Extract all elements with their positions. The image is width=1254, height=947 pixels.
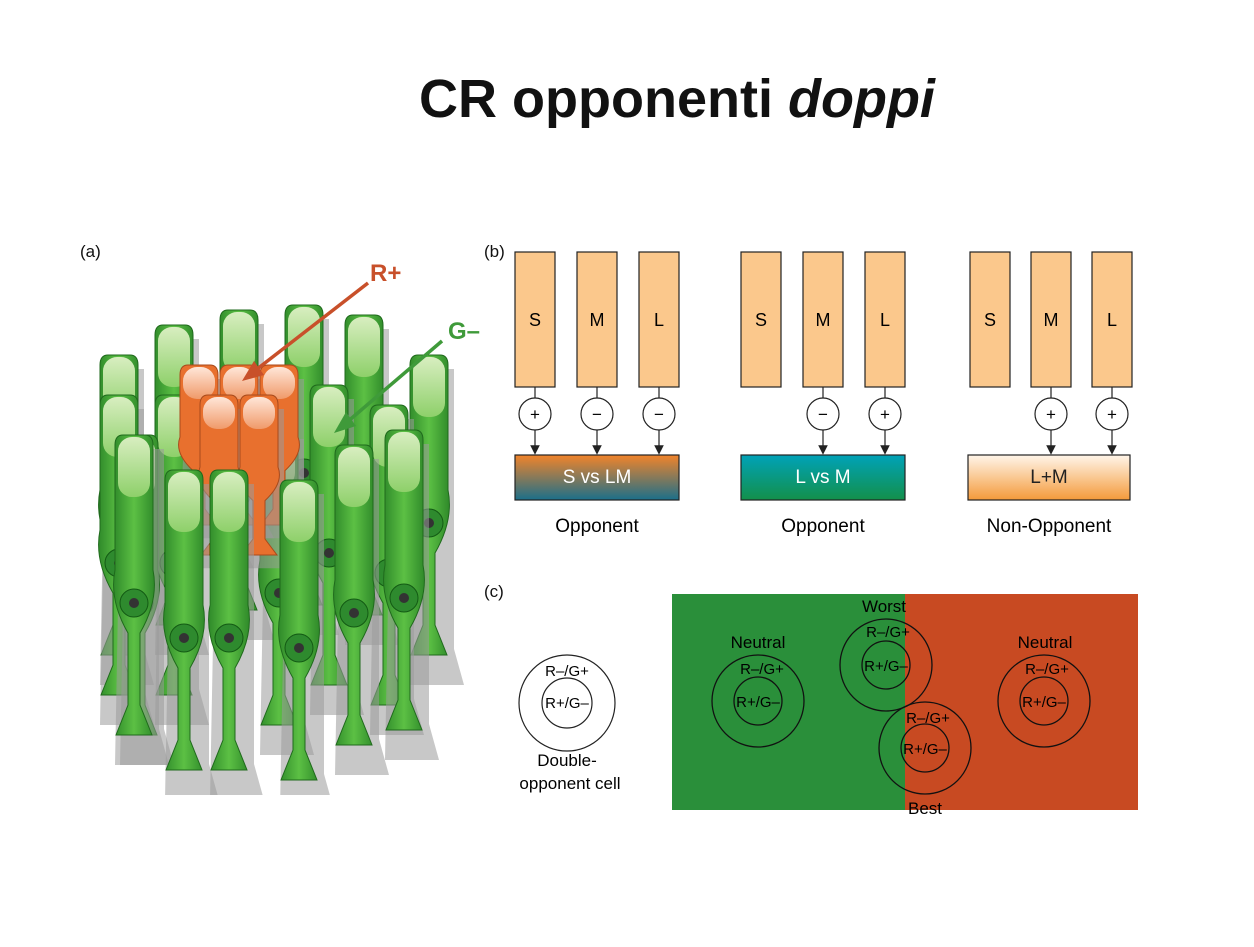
cell-caption-line2: opponent cell <box>519 774 620 793</box>
cone-label: M <box>1044 310 1059 330</box>
group-caption: Opponent <box>555 516 639 537</box>
output-bar-label: L vs M <box>795 467 850 488</box>
output-bar <box>514 454 680 501</box>
green-region <box>672 594 905 810</box>
field-outer-label: R–/G+ <box>906 710 950 727</box>
receptive-field-neutral-red: Neutral R–/G+ R+/G– <box>997 633 1091 748</box>
title-italic: doppi <box>787 69 935 129</box>
title-main: CR opponenti <box>419 69 788 129</box>
output-bar-label: S vs LM <box>563 467 632 488</box>
field-outer-label: R–/G+ <box>740 661 784 678</box>
cell-caption-line1: Double- <box>537 751 597 770</box>
sign-label: + <box>1046 405 1056 424</box>
group-l-vs-m: S M L − + L vs M Opponent <box>740 251 906 537</box>
field-label: Neutral <box>1018 633 1073 652</box>
field-inner-label: R+/G– <box>864 658 908 675</box>
field-outer-label: R–/G+ <box>1025 661 1069 678</box>
field-inner-label: R+/G– <box>736 694 780 711</box>
cell-inner-label: R+/G– <box>545 695 589 712</box>
page-title: CR opponenti doppi <box>0 68 1254 130</box>
output-bar <box>967 454 1131 501</box>
cell-outer-label: R–/G+ <box>545 663 589 680</box>
field-label: Neutral <box>731 633 786 652</box>
cone-label: S <box>984 310 996 330</box>
green-cone <box>163 469 218 795</box>
cone-box-l <box>864 251 906 388</box>
panel-c-label: (c) <box>484 582 504 601</box>
field-label: Worst <box>862 597 906 616</box>
field-inner-label: R+/G– <box>1022 694 1066 711</box>
sign-label: − <box>592 405 602 424</box>
panel-b-label: (b) <box>484 242 505 261</box>
field-label: Best <box>908 799 942 818</box>
group-s-vs-lm: S M L + − − S vs LM Opponent <box>514 251 680 537</box>
r-plus-label: R+ <box>370 260 401 287</box>
group-caption: Non-Opponent <box>987 516 1112 537</box>
g-minus-label: G– <box>448 318 480 345</box>
sign-label: + <box>1107 405 1117 424</box>
green-cone <box>383 429 439 760</box>
cone-box-m <box>802 251 844 388</box>
r-plus-arrow: R+ <box>242 260 401 381</box>
double-opponent-cell: R–/G+ R+/G– Double- opponent cell <box>518 654 621 793</box>
cone-label: M <box>816 310 831 330</box>
cone-label: L <box>654 310 664 330</box>
cone-label: M <box>590 310 605 330</box>
sign-label: + <box>880 405 890 424</box>
cone-box-l <box>1091 251 1133 388</box>
cone-box-m <box>576 251 618 388</box>
panel-a-label: (a) <box>80 242 101 261</box>
cone-box-l <box>638 251 680 388</box>
cone-combination-diagram: S M L + − − S vs LM Opponent S M L − + <box>514 251 1133 537</box>
group-caption: Opponent <box>781 516 865 537</box>
sign-label: − <box>654 405 664 424</box>
receptive-field-neutral-green: Neutral R–/G+ R+/G– <box>711 633 805 748</box>
green-cone <box>208 469 263 795</box>
sign-label: − <box>818 405 828 424</box>
cone-mosaic-illustration: R+ G– <box>98 260 480 795</box>
cone-label: S <box>755 310 767 330</box>
cone-box-s <box>740 251 782 388</box>
sign-label: + <box>530 405 540 424</box>
receptive-field-best: R–/G+ R+/G– Best <box>878 701 972 818</box>
field-inner-label: R+/G– <box>903 741 947 758</box>
cone-box-s <box>969 251 1011 388</box>
red-region <box>905 594 1138 810</box>
output-bar <box>740 454 906 501</box>
g-minus-arrow: G– <box>334 318 480 433</box>
cone-label: L <box>1107 310 1117 330</box>
cone-label: S <box>529 310 541 330</box>
color-boundary-field: Neutral R–/G+ R+/G– Worst R–/G+ R+/G– R–… <box>672 594 1138 818</box>
cell-center <box>541 677 593 729</box>
group-l-plus-m: S M L + + L+M Non-Opponent <box>967 251 1133 537</box>
green-cone <box>278 479 330 795</box>
cone-label: L <box>880 310 890 330</box>
output-bar-label: L+M <box>1030 467 1068 488</box>
green-cone <box>113 434 169 765</box>
field-outer-label: R–/G+ <box>866 624 910 641</box>
green-cone <box>333 444 389 775</box>
receptive-field-worst: Worst R–/G+ R+/G– <box>839 597 933 712</box>
